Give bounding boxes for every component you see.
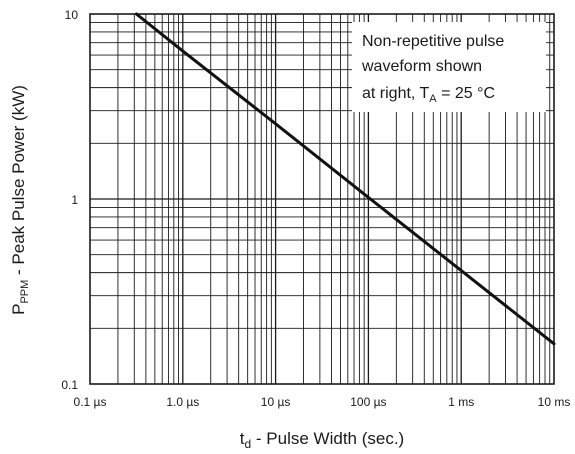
tick-labels: 0.1 µs 1.0 µs 10 µs 100 µs 1 ms 10 ms 0.1 1 10 <box>61 8 570 409</box>
annotation-line-3-sub: A <box>429 93 437 105</box>
annotation-box <box>352 22 546 112</box>
y-axis-title-sub: PPM <box>19 280 31 304</box>
plot-frame <box>89 13 555 385</box>
y-tick-label: 10 <box>65 8 79 22</box>
y-tick-label: 0.1 <box>61 378 78 392</box>
x-axis-title-main: t <box>240 429 245 448</box>
y-axis-title-rest: - Peak Pulse Power (kW) <box>9 85 28 280</box>
x-tick-label: 10 ms <box>538 395 571 409</box>
x-tick-label: 10 µs <box>261 395 291 409</box>
annotation-line-3: at right, TA = 25 °C <box>362 85 495 105</box>
annotation-line-2: waveform shown <box>361 58 482 75</box>
x-tick-label: 100 µs <box>350 395 386 409</box>
x-tick-label: 1.0 µs <box>166 395 199 409</box>
annotation-line-3-post: = 25 °C <box>437 85 495 102</box>
x-axis-title-sub: d <box>245 437 252 451</box>
x-axis-title: td - Pulse Width (sec.) <box>240 429 404 451</box>
y-tick-label: 1 <box>71 193 78 207</box>
annotation-line-3-pre: at right, T <box>362 85 430 102</box>
annotation-line-1: Non-repetitive pulse <box>362 33 504 50</box>
grid <box>90 14 554 384</box>
x-tick-label: 0.1 µs <box>74 395 107 409</box>
y-axis-title-main: P <box>9 304 28 315</box>
x-tick-label: 1 ms <box>448 395 474 409</box>
series-line <box>134 12 556 346</box>
x-axis-title-rest: - Pulse Width (sec.) <box>251 429 404 448</box>
y-axis-title: PPPM - Peak Pulse Power (kW) <box>9 85 31 315</box>
